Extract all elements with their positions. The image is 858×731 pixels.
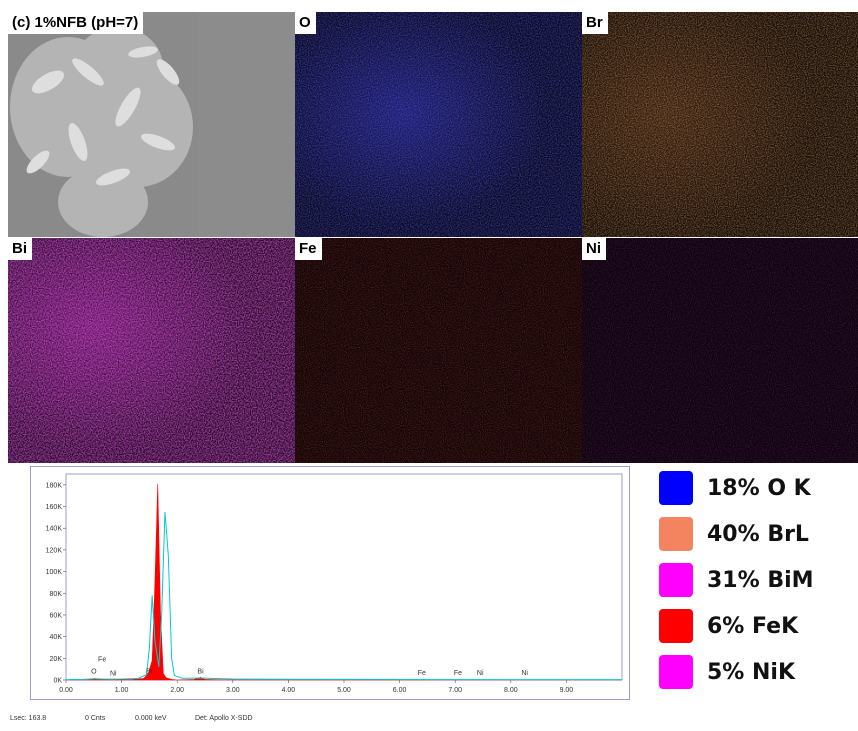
x-tick-label: 8.00 bbox=[504, 687, 518, 694]
peak-label: Fe bbox=[98, 657, 106, 664]
y-tick-label: 100K bbox=[46, 569, 63, 576]
x-tick-label: 9.00 bbox=[560, 687, 574, 694]
bi-map-image bbox=[8, 238, 295, 463]
peak-label: O bbox=[91, 669, 97, 676]
y-tick-label: 160K bbox=[46, 504, 63, 511]
br-map-panel: Br bbox=[582, 12, 858, 237]
y-tick-label: 20K bbox=[50, 656, 63, 663]
x-tick-label: 7.00 bbox=[448, 687, 462, 694]
y-tick-label: 60K bbox=[50, 612, 63, 619]
sem-image-panel: (c) 1%NFB (pH=7) bbox=[8, 12, 295, 237]
ni-panel-label: Ni bbox=[582, 238, 606, 260]
chart-frame bbox=[30, 466, 630, 700]
ni-map-image bbox=[582, 238, 858, 463]
bi-map-panel: Bi bbox=[8, 238, 295, 463]
legend-swatch bbox=[659, 563, 693, 597]
peak-label: Fe bbox=[454, 670, 462, 677]
y-tick-label: 120K bbox=[46, 547, 63, 554]
legend-swatch bbox=[659, 655, 693, 689]
legend-label: 31% BiM bbox=[707, 567, 814, 593]
legend-swatch bbox=[659, 609, 693, 643]
status-counts: 0 Cnts bbox=[85, 715, 106, 722]
o-map-panel: O bbox=[295, 12, 582, 237]
legend-item-ni: 5% NiK bbox=[659, 655, 795, 689]
status-detector: Det: Apollo X-SDD bbox=[195, 715, 253, 722]
legend-label: 40% BrL bbox=[707, 521, 809, 547]
fe-map-panel: Fe bbox=[295, 238, 582, 463]
peak-label: Fe bbox=[418, 670, 426, 677]
bi-panel-label: Bi bbox=[8, 238, 32, 260]
fe-panel-label: Fe bbox=[295, 238, 322, 260]
br-map-image bbox=[582, 12, 858, 237]
x-tick-label: 5.00 bbox=[337, 687, 351, 694]
peak-label: Bi bbox=[197, 669, 204, 676]
legend-swatch bbox=[659, 517, 693, 551]
br-panel-label: Br bbox=[582, 12, 608, 34]
status-lsec: Lsec: 163.8 bbox=[10, 715, 47, 722]
spectrum-series-1 bbox=[65, 511, 622, 681]
legend-item-fe: 6% FeK bbox=[659, 609, 798, 643]
x-tick-label: 2.00 bbox=[170, 687, 184, 694]
legend-item-br: 40% BrL bbox=[659, 517, 809, 551]
y-tick-label: 180K bbox=[46, 482, 63, 489]
peak-label: Ni bbox=[477, 670, 484, 677]
x-tick-label: 1.00 bbox=[115, 687, 129, 694]
peak-label: Br bbox=[146, 669, 154, 676]
status-kev: 0.000 keV bbox=[135, 715, 167, 722]
o-panel-label: O bbox=[295, 12, 316, 34]
fe-map-image bbox=[295, 238, 582, 463]
y-tick-label: 80K bbox=[50, 591, 63, 598]
x-tick-label: 6.00 bbox=[393, 687, 407, 694]
o-map-image bbox=[295, 12, 582, 237]
eds-spectrum-chart: 0K 20K 40K 60K 80K 100K 120K 140K 160K 180K 0.00 1.… bbox=[30, 466, 630, 700]
peak-label: Ni bbox=[110, 671, 117, 678]
legend-label: 18% O K bbox=[707, 475, 811, 501]
sem-image bbox=[8, 12, 295, 237]
legend-swatch bbox=[659, 471, 693, 505]
x-tick-label: 4.00 bbox=[282, 687, 296, 694]
legend-item-bi: 31% BiM bbox=[659, 563, 814, 597]
y-tick-label: 40K bbox=[50, 634, 63, 641]
peak-label: Ni bbox=[521, 670, 528, 677]
legend-label: 5% NiK bbox=[707, 659, 796, 685]
x-tick-label: 3.00 bbox=[226, 687, 240, 694]
y-tick-label: 0K bbox=[53, 678, 62, 685]
legend-label: 6% FeK bbox=[707, 613, 799, 639]
x-tick-label: 0.00 bbox=[59, 687, 73, 694]
ni-map-panel: Ni bbox=[582, 238, 858, 463]
legend-item-o: 18% O K bbox=[659, 471, 811, 505]
y-tick-label: 140K bbox=[46, 526, 63, 533]
sem-panel-label: (c) 1%NFB (pH=7) bbox=[8, 12, 144, 34]
